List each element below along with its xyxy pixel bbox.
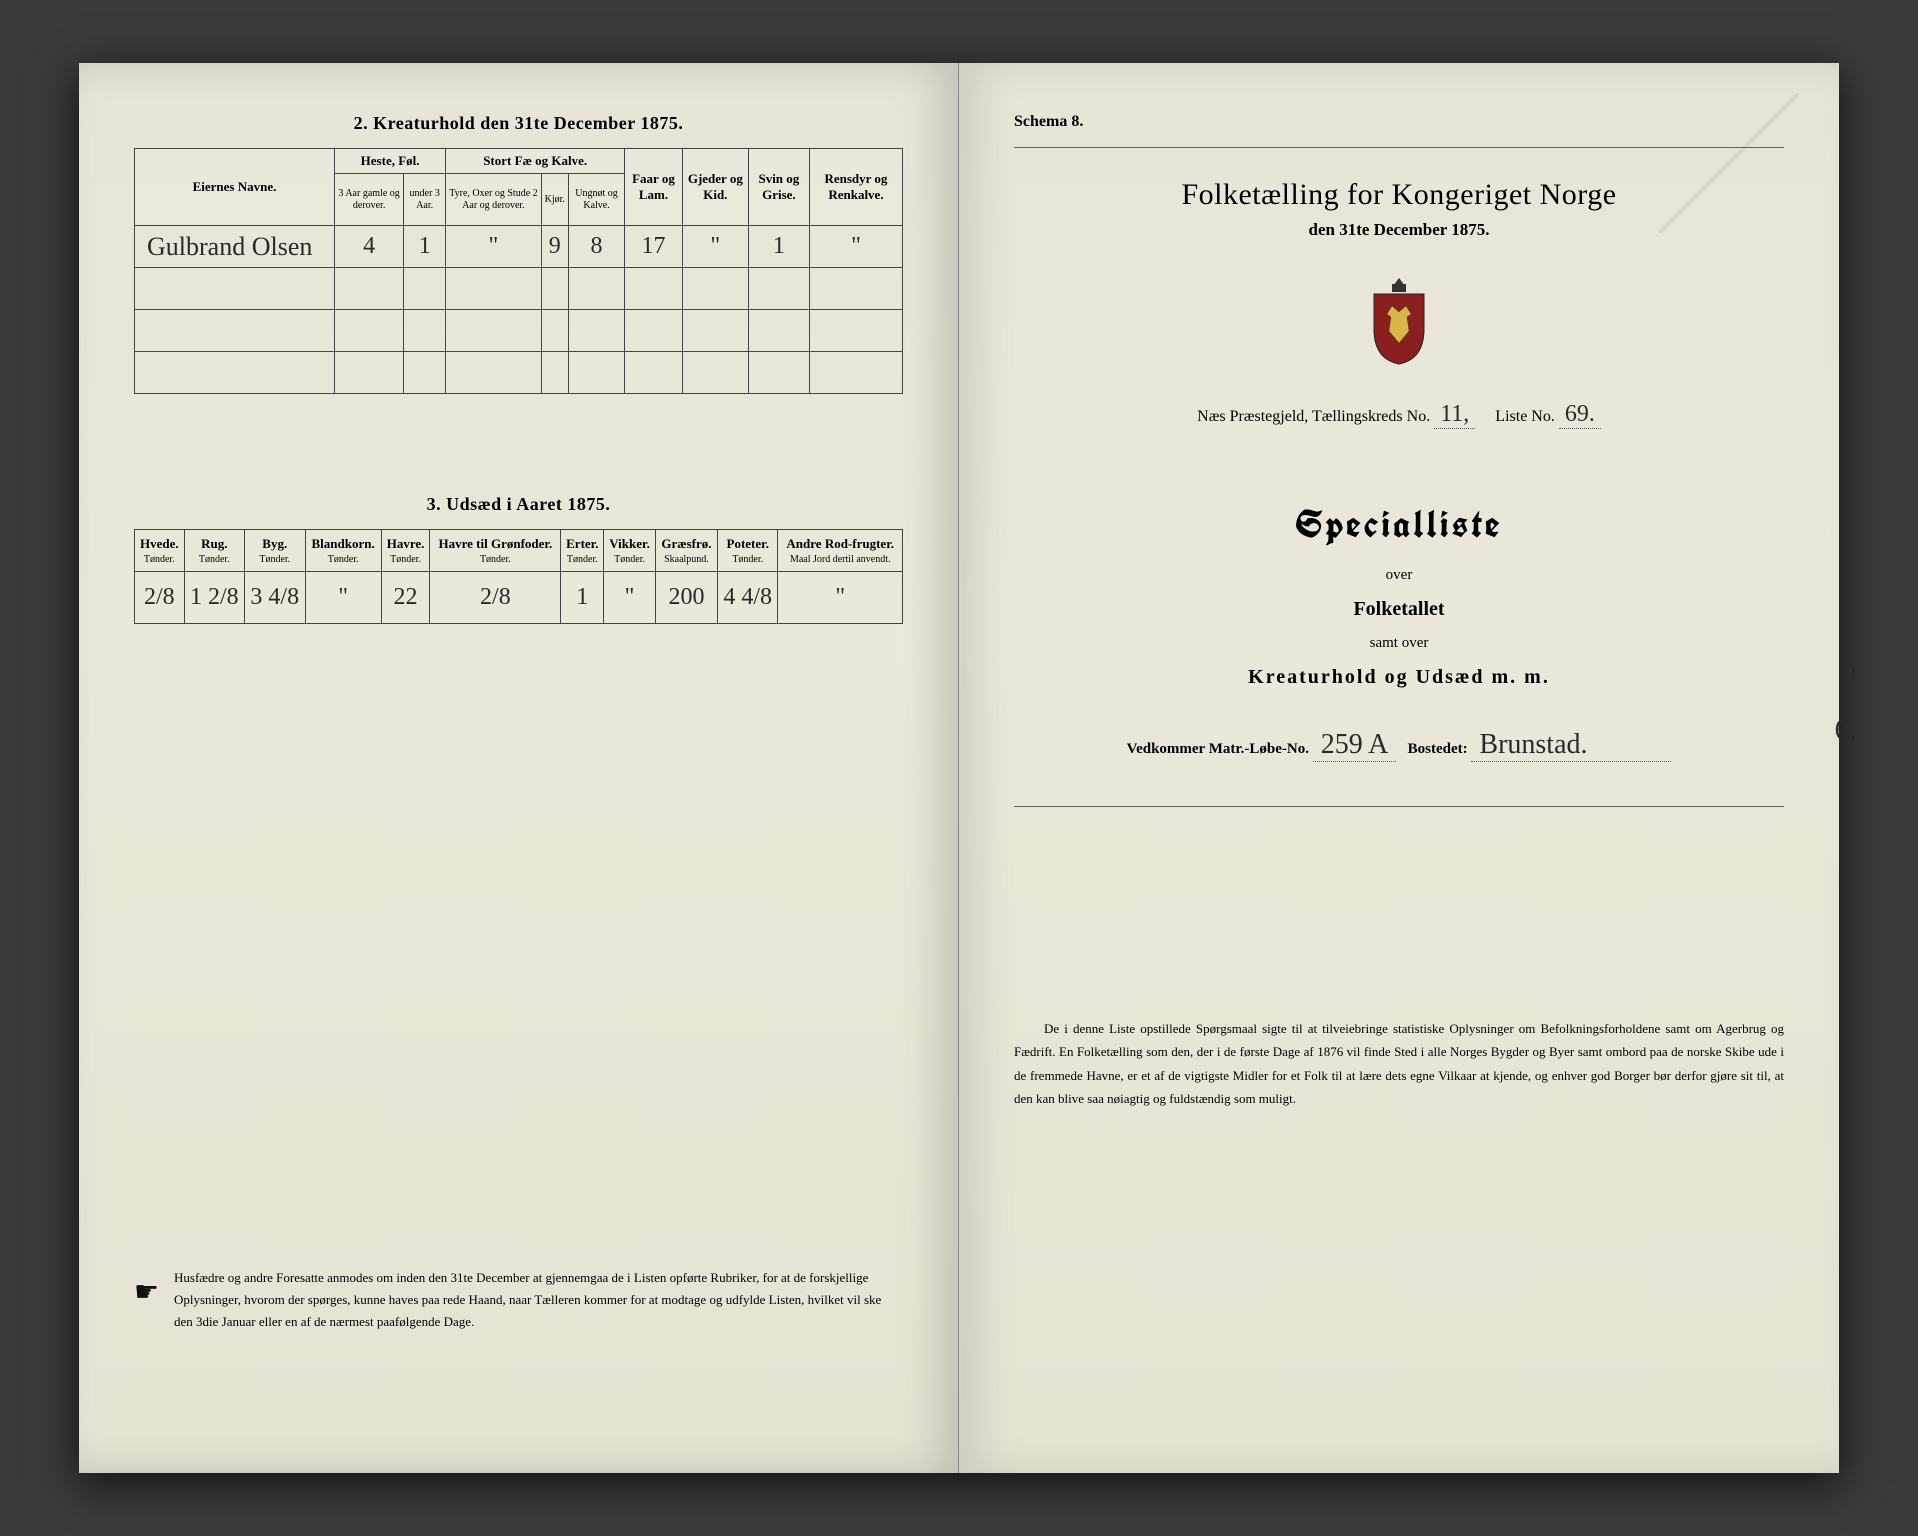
table-row [135,268,903,310]
kreds-no: 11, [1434,401,1475,429]
section3-title: 3. Udsæd i Aaret 1875. [134,494,903,515]
livestock-table: Eiernes Navne. Heste, Føl. Stort Fæ og K… [134,148,903,394]
cell: 17 [625,226,683,268]
manicule-icon: ☛ [134,1269,159,1317]
specialliste-title: Specialliste [1014,499,1784,549]
seed-cell: 2/8 [430,572,561,624]
section2-title: 2. Kreaturhold den 31te December 1875. [134,113,903,134]
left-footnote: ☛ Husfædre og andre Foresatte anmodes om… [174,1267,883,1333]
schema-label: Schema 8. [1014,113,1784,131]
seed-cell: 200 [655,572,717,624]
sub-heste2: under 3 Aar. [404,174,446,226]
cell: 4 [335,226,404,268]
left-page: 2. Kreaturhold den 31te December 1875. E… [79,63,959,1473]
matr-label2: Bostedet: [1408,741,1468,757]
seed-cell: 22 [381,572,430,624]
matr-line: Vedkommer Matr.-Løbe-No. 259 A Bostedet:… [1014,729,1784,762]
footnote-text: Husfædre og andre Foresatte anmodes om i… [174,1270,881,1329]
kreatur-label: Kreaturhold og Udsæd m. m. [1014,666,1784,689]
rule [1014,147,1784,148]
liste-label: Liste No. [1495,408,1555,425]
table-row [135,310,903,352]
grp-ren: Rensdyr og Renkalve. [809,149,902,226]
grp-gjeder: Gjeder og Kid. [682,149,748,226]
seed-col: Hvede.Tønder. [135,530,185,572]
right-footnote: De i denne Liste opstillede Spørgsmaal s… [1014,1017,1784,1111]
table-row: Gulbrand Olsen 4 1 " 9 8 17 " 1 " [135,226,903,268]
grp-faar: Faar og Lam. [625,149,683,226]
seed-col: Byg.Tønder. [245,530,305,572]
sub-stort3: Ungnøt og Kalve. [568,174,624,226]
seed-cell: 1 2/8 [184,572,244,624]
matr-label1: Vedkommer Matr.-Løbe-No. [1127,741,1309,757]
rule [1014,806,1784,807]
seed-col: Havre.Tønder. [381,530,430,572]
seed-table: Hvede.Tønder.Rug.Tønder.Byg.Tønder.Bland… [134,529,903,624]
cell: " [446,226,541,268]
seed-cell: " [305,572,381,624]
samt-label: samt over [1014,635,1784,652]
coat-of-arms-icon [1014,274,1784,371]
parish-line: Næs Præstegjeld, Tællingskreds No. 11, L… [1014,401,1784,429]
margin-mark: h [1842,653,1857,687]
seed-col: Vikker.Tønder. [604,530,656,572]
seed-cell: 4 4/8 [718,572,778,624]
sub-heste1: 3 Aar gamle og derover. [335,174,404,226]
table-row [135,352,903,394]
parish-label: Næs Præstegjeld, Tællingskreds No. [1197,408,1430,425]
seed-cell: " [604,572,656,624]
seed-cell: 2/8 [135,572,185,624]
seed-cell: 3 4/8 [245,572,305,624]
census-book: 2. Kreaturhold den 31te December 1875. E… [79,63,1839,1473]
owner-name: Gulbrand Olsen [135,226,335,268]
folketallet-label: Folketallet [1014,598,1784,621]
grp-stort: Stort Fæ og Kalve. [446,149,625,174]
cell: 1 [404,226,446,268]
cell: 8 [568,226,624,268]
seed-cell: " [778,572,903,624]
sub-stort2: Kjør. [541,174,568,226]
seed-col: Andre Rod-frugter.Maal Jord dertil anven… [778,530,903,572]
liste-no: 69. [1559,401,1601,429]
seed-col: Erter.Tønder. [561,530,604,572]
col-owner-name: Eiernes Navne. [135,149,335,226]
seed-col: Havre til Grønfoder.Tønder. [430,530,561,572]
main-subtitle: den 31te December 1875. [1014,220,1784,240]
right-page: Schema 8. Folketælling for Kongeriget No… [959,63,1839,1473]
over-label: over [1014,567,1784,584]
bosted: Brunstad. [1471,729,1671,762]
cell: " [809,226,902,268]
margin-mark: 6. [1835,713,1858,747]
seed-col: Poteter.Tønder. [718,530,778,572]
seed-col: Blandkorn.Tønder. [305,530,381,572]
seed-col: Græsfrø.Skaalpund. [655,530,717,572]
sub-stort1: Tyre, Oxer og Stude 2 Aar og derover. [446,174,541,226]
cell: " [682,226,748,268]
grp-svin: Svin og Grise. [748,149,809,226]
cell: 1 [748,226,809,268]
cell: 9 [541,226,568,268]
matr-no: 259 A [1313,729,1397,762]
seed-cell: 1 [561,572,604,624]
grp-heste: Heste, Føl. [335,149,446,174]
seed-col: Rug.Tønder. [184,530,244,572]
main-title: Folketælling for Kongeriget Norge [1014,178,1784,212]
